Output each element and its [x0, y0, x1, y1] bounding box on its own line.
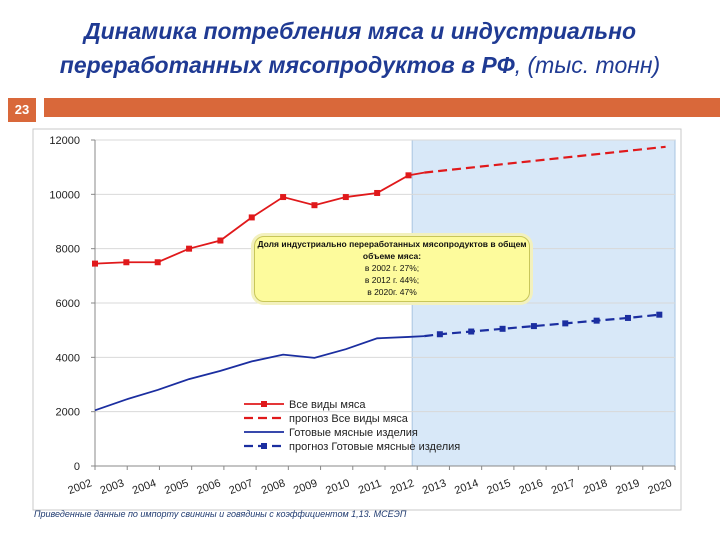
- data-point: [186, 245, 193, 252]
- data-point: [593, 317, 600, 324]
- data-point: [374, 189, 381, 196]
- series-line-1: [424, 145, 666, 174]
- y-tick-label: 8000: [56, 244, 80, 256]
- note-heading: Доля индустриально переработанных мясопр…: [257, 239, 527, 261]
- y-tick-label: 10000: [49, 189, 80, 201]
- legend-swatch-marker: [261, 443, 267, 449]
- data-point: [342, 194, 349, 201]
- data-point: [562, 320, 569, 327]
- legend-entry: Все виды мяса: [289, 399, 366, 411]
- data-point: [311, 202, 318, 209]
- slide-title: Динамика потребления мяса и индустриальн…: [0, 14, 720, 82]
- y-tick-label: 0: [74, 461, 80, 473]
- note-line-2012: в 2012 г. 44%;: [364, 275, 420, 285]
- slide-number: 23: [8, 98, 36, 122]
- series-line-2: [94, 335, 425, 412]
- data-point: [154, 259, 161, 266]
- y-tick-label: 6000: [56, 298, 80, 310]
- legend-entry: прогноз Все виды мяса: [289, 413, 409, 425]
- footnote: Приведенные данные по импорту свинины и …: [34, 509, 407, 519]
- data-point: [530, 323, 537, 330]
- data-point: [499, 325, 506, 332]
- data-point: [436, 331, 443, 338]
- y-tick-label: 12000: [49, 135, 80, 147]
- legend-entry: Готовые мясные изделия: [289, 427, 418, 439]
- data-point: [123, 259, 130, 266]
- data-point: [280, 194, 287, 201]
- legend-swatch-marker: [261, 401, 267, 407]
- note-line-2002: в 2002 г. 27%;: [364, 263, 420, 273]
- data-point: [624, 314, 631, 321]
- header-rule: [44, 98, 720, 117]
- title-unit: , (тыс. тонн): [514, 52, 661, 78]
- data-point: [248, 214, 255, 221]
- data-point: [468, 328, 475, 335]
- share-note: Доля индустриально переработанных мясопр…: [254, 236, 530, 302]
- y-tick-label: 4000: [56, 352, 80, 364]
- note-line-2020: в 2020г. 47%: [367, 287, 417, 297]
- y-tick-label: 2000: [56, 407, 80, 419]
- data-point: [656, 311, 663, 318]
- data-point: [217, 237, 224, 244]
- data-point: [92, 260, 98, 267]
- title-main: Динамика потребления мяса и индустриальн…: [59, 18, 637, 78]
- legend-entry: прогноз Готовые мясные изделия: [289, 441, 460, 453]
- series-line-0: [94, 171, 425, 265]
- data-point: [405, 172, 412, 179]
